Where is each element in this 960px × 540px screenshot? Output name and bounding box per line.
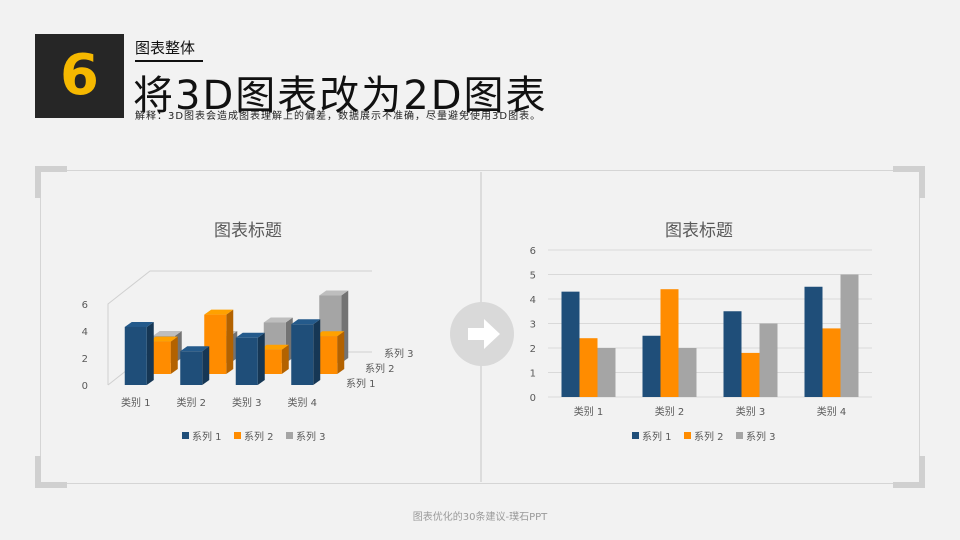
wall-outline (107, 270, 372, 385)
bar3d-side (202, 346, 210, 385)
bar-series1 (723, 311, 742, 397)
chart-2d: 0 1 2 3 4 5 6 类别 1 类别 2 类别 3 类别 4 系列 1 系列 2 系列 3 (530, 246, 872, 443)
bar-series3 (840, 274, 859, 397)
bar3d-top (315, 331, 345, 337)
corner-bracket-bl-v (35, 456, 41, 488)
y-tick-label: 3 (530, 320, 536, 331)
bar-series1 (642, 335, 661, 397)
category-label: 类别 2 (655, 405, 685, 418)
bar-series3 (678, 348, 697, 397)
category-label: 类别 4 (817, 405, 847, 418)
subtitle-underline (135, 60, 203, 62)
description: 解释：3D图表会造成图表理解上的偏差，数据展示不准确，尽量避免使用3D图表。 (135, 111, 542, 122)
bar3d-front-series1 (235, 337, 258, 385)
bar3d-front-series2 (259, 349, 282, 374)
legend-label: 系列 3 (296, 430, 326, 443)
bar3d-side (337, 331, 345, 374)
footer-caption: 图表优化的30条建议-璞石PPT (412, 512, 548, 523)
bar3d-top (291, 319, 321, 325)
y-tick-label: 2 (530, 344, 536, 355)
bar3d-top (124, 321, 154, 327)
category-label: 类别 2 (176, 396, 206, 409)
category-label: 类别 4 (287, 396, 317, 409)
category-label: 类别 1 (121, 396, 151, 409)
legend-label: 系列 2 (244, 430, 274, 443)
corner-bracket-br-v (919, 456, 925, 488)
legend-swatch (684, 432, 691, 439)
corner-bracket-tl-h (35, 166, 67, 172)
legend-label: 系列 2 (694, 430, 724, 443)
depth-axis-label: 系列 2 (365, 362, 395, 375)
y-tick-label: 1 (530, 369, 536, 380)
arrow-right-icon (468, 319, 500, 349)
legend-swatch (632, 432, 639, 439)
category-label: 类别 3 (232, 396, 262, 409)
chart-2d-title: 图表标题 (665, 221, 733, 241)
bar3d-side (146, 321, 154, 385)
bar-series1 (561, 291, 580, 397)
bar3d-top (152, 331, 182, 336)
legend-label: 系列 1 (642, 430, 672, 443)
bar3d-top (263, 317, 293, 323)
bar-series2 (660, 289, 679, 397)
legend-swatch (234, 432, 241, 439)
y-tick-label: 6 (530, 246, 536, 257)
category-label: 类别 1 (574, 405, 604, 418)
y-tick-label: 0 (82, 381, 88, 392)
page-title: 将3D图表改为2D图表 (133, 73, 548, 119)
corner-bracket-tr-h (893, 166, 925, 172)
legend-label: 系列 3 (746, 430, 776, 443)
corner-bracket-tl-v (35, 166, 41, 198)
corner-bracket-bl-h (35, 482, 67, 488)
legend-swatch (736, 432, 743, 439)
section-number-badge: 6 (35, 34, 124, 118)
bar3d-front-series1 (124, 326, 147, 385)
section-number: 6 (60, 43, 99, 108)
section-subtitle: 图表整体 (135, 39, 196, 57)
category-label: 类别 3 (736, 405, 766, 418)
y-tick-label: 6 (82, 300, 88, 311)
bar3d-side (226, 309, 234, 374)
y-tick-label: 2 (82, 354, 88, 365)
chart-3d: 0 2 4 6 类别 1 类别 2 类别 3 类别 4 系列 3 系列 2 系列 1 系列 1 系列 2… (82, 270, 414, 443)
bar3d-top (259, 344, 289, 350)
bar3d-top (319, 290, 349, 296)
bar-series3 (759, 323, 778, 397)
legend-label: 系列 1 (192, 430, 222, 443)
bar3d-top (180, 346, 210, 352)
corner-bracket-tr-v (919, 166, 925, 198)
bar3d-front-series1 (291, 324, 314, 385)
chart-3d-title: 图表标题 (214, 221, 282, 241)
bar3d-side (313, 319, 321, 385)
bar3d-top (204, 309, 234, 315)
bar3d-top (235, 332, 265, 338)
bar-series3 (597, 348, 616, 397)
depth-axis-label: 系列 1 (346, 377, 376, 390)
bar-series2 (579, 338, 598, 397)
bar3d-top (148, 336, 178, 342)
bar3d-side (281, 344, 289, 374)
bar3d-front-series2 (148, 341, 171, 374)
y-tick-label: 0 (530, 393, 536, 404)
bar3d-side (170, 336, 178, 374)
bar3d-side (257, 332, 265, 385)
bar-series2 (741, 352, 760, 397)
corner-bracket-br-h (893, 482, 925, 488)
legend-swatch (286, 432, 293, 439)
bar-series1 (804, 286, 823, 397)
arrow-circle (450, 302, 514, 366)
bar3d-front-series1 (180, 351, 203, 385)
legend-swatch (182, 432, 189, 439)
y-tick-label: 5 (530, 271, 536, 282)
y-tick-label: 4 (530, 295, 536, 306)
y-tick-label: 4 (82, 327, 88, 338)
bar-series2 (822, 328, 841, 397)
bar3d-front-series2 (315, 336, 338, 374)
depth-axis-label: 系列 3 (384, 347, 414, 360)
bar3d-front-series2 (204, 314, 227, 374)
